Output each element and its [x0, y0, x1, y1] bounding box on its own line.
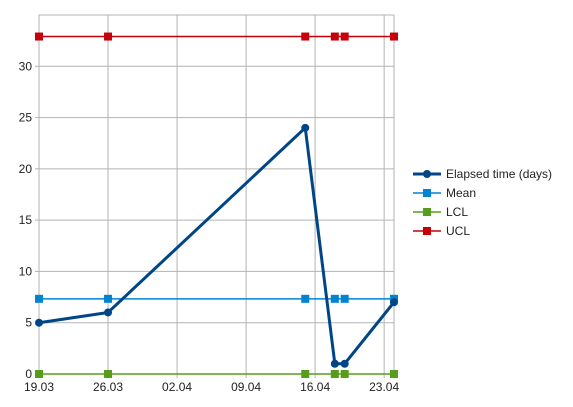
x-tick-label: 19.03 — [24, 380, 54, 394]
x-axis-ticks: 19.03 26.03 02.04 09.04 16.04 23.04 — [24, 380, 399, 394]
data-point — [390, 33, 398, 41]
x-tick-label: 26.03 — [93, 380, 123, 394]
series-line-elapsed-time-days — [39, 128, 394, 364]
data-point — [104, 308, 112, 316]
data-point — [341, 360, 349, 368]
legend-marker — [423, 170, 431, 178]
y-tick-label: 25 — [19, 111, 33, 125]
data-point — [341, 370, 349, 378]
data-point — [341, 33, 349, 41]
y-axis-ticks: 0 5 10 15 20 25 30 — [19, 59, 33, 381]
y-tick-label: 20 — [19, 162, 33, 176]
data-point — [390, 370, 398, 378]
data-point — [104, 370, 112, 378]
data-point — [104, 295, 112, 303]
y-tick-label: 10 — [19, 264, 33, 278]
y-tick-label: 15 — [19, 213, 33, 227]
y-tick-label: 5 — [25, 316, 32, 330]
legend-marker — [423, 189, 431, 197]
series-group — [35, 33, 398, 378]
legend: Elapsed time (days) Mean LCL UCL — [413, 167, 552, 238]
data-point — [35, 295, 43, 303]
data-point — [301, 124, 309, 132]
data-point — [35, 33, 43, 41]
data-point — [331, 295, 339, 303]
plot-area — [39, 15, 394, 374]
y-tick-label: 0 — [25, 367, 32, 381]
data-point — [301, 295, 309, 303]
data-point — [301, 33, 309, 41]
legend-label: Mean — [446, 186, 476, 200]
x-tick-label: 16.04 — [300, 380, 330, 394]
data-point — [301, 370, 309, 378]
data-point — [341, 295, 349, 303]
legend-marker — [423, 227, 431, 235]
x-tick-label: 23.04 — [369, 380, 399, 394]
data-point — [104, 33, 112, 41]
x-tick-label: 09.04 — [231, 380, 261, 394]
legend-marker — [423, 208, 431, 216]
data-point — [35, 370, 43, 378]
legend-label: LCL — [446, 205, 468, 219]
data-point — [331, 33, 339, 41]
legend-label: UCL — [446, 224, 470, 238]
data-point — [331, 370, 339, 378]
data-point — [390, 298, 398, 306]
x-tick-label: 02.04 — [162, 380, 192, 394]
grid-lines — [35, 15, 394, 378]
y-tick-label: 30 — [19, 59, 33, 73]
data-point — [331, 360, 339, 368]
data-point — [35, 319, 43, 327]
legend-label: Elapsed time (days) — [446, 167, 552, 181]
